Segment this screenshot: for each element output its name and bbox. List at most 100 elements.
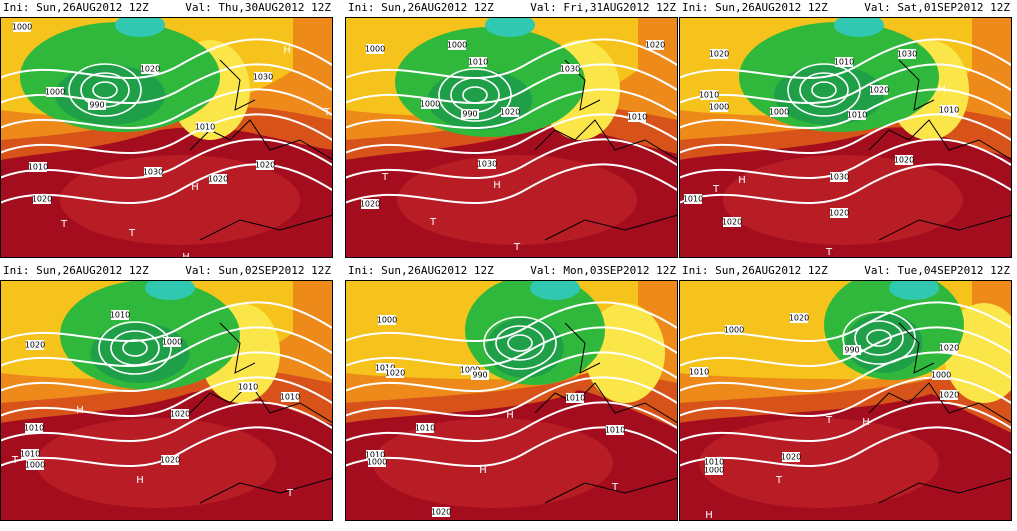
isobar-label: 990 xyxy=(844,346,859,355)
isobar-label-bg xyxy=(29,162,47,172)
isobar xyxy=(345,376,678,418)
isobar-label: 990 xyxy=(472,371,487,380)
isobar-label-bg xyxy=(448,40,466,50)
isobar-label: 1030 xyxy=(143,168,163,177)
isobar-ring xyxy=(483,316,557,370)
header-bg xyxy=(345,263,678,279)
isobar xyxy=(679,376,1012,418)
map-frame xyxy=(345,280,678,521)
isobar-label: 1020 xyxy=(431,508,451,517)
isobar-label: 1010 xyxy=(375,364,395,373)
isobar-label-bg xyxy=(782,452,800,462)
isobar-label: 1010 xyxy=(834,58,854,67)
isobar-label-bg xyxy=(386,368,404,378)
isobar-label-bg xyxy=(898,49,916,59)
isobar-label: 1000 xyxy=(162,338,182,347)
isobar-label-bg xyxy=(790,313,808,323)
isobar-label: 1010 xyxy=(110,311,130,320)
isobar-label: 1010 xyxy=(847,111,867,120)
valid-time: Val: Thu,30AUG2012 12Z xyxy=(185,1,331,14)
isobar-ring xyxy=(866,329,892,347)
pressure-center: H xyxy=(283,45,291,56)
isobar xyxy=(345,38,678,80)
map-panel: Ini: Sun,26AUG2012 12Z Val: Mon,03SEP2012… xyxy=(345,263,678,521)
isobar-label: 1030 xyxy=(477,160,497,169)
pressure-center: H xyxy=(76,405,84,416)
isobar-label-bg xyxy=(239,382,257,392)
isobar-label-bg xyxy=(254,72,272,82)
isobar xyxy=(345,301,678,343)
isobar-label: 1020 xyxy=(32,195,52,204)
pressure-center: T xyxy=(775,475,783,486)
isobar-label-bg xyxy=(710,49,728,59)
isobar-label-bg xyxy=(940,390,958,400)
isobar-label-bg xyxy=(378,315,396,325)
isobar-label: 1000 xyxy=(447,41,467,50)
isobar xyxy=(679,351,1012,393)
isobar-label-bg xyxy=(163,337,181,347)
isobar-label: 1020 xyxy=(645,41,665,50)
isobar-label: 1010 xyxy=(605,426,625,435)
isobar-ring xyxy=(438,68,512,122)
isobar-label: 1020 xyxy=(939,344,959,353)
isobar-label-bg xyxy=(421,99,439,109)
isobar-label: 1020 xyxy=(709,50,729,59)
pressure-center: T xyxy=(611,482,619,493)
pressure-center: H xyxy=(136,475,144,486)
isobar-label-bg xyxy=(725,325,743,335)
isobar-label-bg xyxy=(723,217,741,227)
map-frame xyxy=(0,17,333,258)
isobar-label-bg xyxy=(33,194,51,204)
isobar-label: 1020 xyxy=(160,456,180,465)
isobar-label-bg xyxy=(705,457,723,467)
isobar-label: 1000 xyxy=(931,371,951,380)
isobar-label: 1000 xyxy=(724,326,744,335)
init-time: Ini: Sun,26AUG2012 12Z xyxy=(682,1,828,14)
isobar-label-bg xyxy=(561,64,579,74)
isobar-label-bg xyxy=(432,507,450,517)
isobar xyxy=(679,426,1012,468)
isobar-label: 1000 xyxy=(709,103,729,112)
isobar-ring xyxy=(110,330,160,366)
map-area: 1010 1020 1000 1010 1010 1020 1010 1010 1000 1020… xyxy=(0,280,333,521)
isobar-label: 1010 xyxy=(195,123,215,132)
isobar-label: 1020 xyxy=(385,369,405,378)
isobar-label-bg xyxy=(932,370,950,380)
isobar-label-bg xyxy=(478,159,496,169)
teal-core xyxy=(485,17,535,37)
isobar-label-bg xyxy=(368,457,386,467)
isobar-label-bg xyxy=(646,40,664,50)
isobar-ring xyxy=(799,72,849,108)
pressure-center: H xyxy=(862,417,870,428)
pressure-center: T xyxy=(128,228,136,239)
isobar-label-bg xyxy=(830,172,848,182)
isobar-ring xyxy=(122,339,148,357)
isobar-label: 1010 xyxy=(565,394,585,403)
valid-time: Val: Mon,03SEP2012 12Z xyxy=(530,264,676,277)
init-time: Ini: Sun,26AUG2012 12Z xyxy=(682,264,828,277)
isobar xyxy=(679,63,1012,105)
isobar-label-bg xyxy=(628,112,646,122)
map-frame xyxy=(679,17,1012,258)
isobar-label-bg xyxy=(830,208,848,218)
isobar-label: 1010 xyxy=(280,393,300,402)
isobar-label: 1000 xyxy=(12,23,32,32)
isobar-label: 1030 xyxy=(829,173,849,182)
isobar-label: 1020 xyxy=(829,209,849,218)
isobar-label-bg xyxy=(21,449,39,459)
isobar-label: 1020 xyxy=(255,161,275,170)
coastline xyxy=(868,59,1012,241)
isobar-label-bg xyxy=(843,345,861,355)
pressure-center: H xyxy=(506,410,514,421)
red-light xyxy=(723,155,963,245)
isobar-label-bg xyxy=(111,310,129,320)
isobar-label: 1010 xyxy=(683,195,703,204)
isobar xyxy=(345,163,678,205)
isobar-label-bg xyxy=(171,409,189,419)
pressure-center: T xyxy=(825,415,833,426)
isobar xyxy=(0,163,333,205)
isobar-label-bg xyxy=(501,107,519,117)
isobar-ring xyxy=(507,334,533,352)
